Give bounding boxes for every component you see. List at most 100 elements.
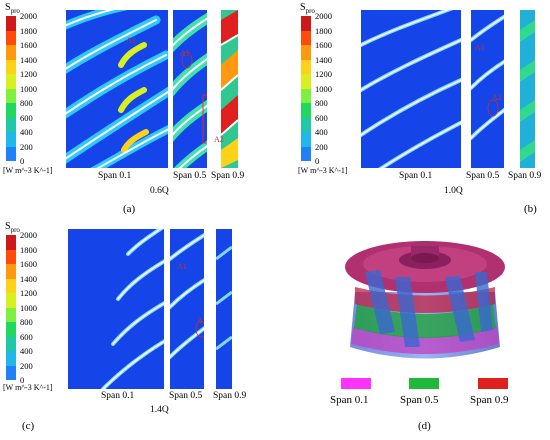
legend-swatch-0.1 — [341, 378, 371, 389]
colorbar-tick-label: 1000 — [315, 83, 332, 94]
colorbar-segment — [301, 103, 311, 118]
span-label-0.1: Span 0.1 — [399, 171, 433, 181]
colorbar-tick-label: 1600 — [20, 40, 37, 50]
colorbar-tick-label: 400 — [20, 127, 33, 137]
colorbar-tick-label: 200 — [20, 360, 33, 371]
colorbar-segment — [6, 30, 16, 45]
colorbar-tick-label: 1200 — [315, 69, 332, 79]
colorbar-segment — [301, 59, 311, 74]
colorbar-segment — [301, 132, 311, 147]
contour-span-0.1 — [68, 229, 164, 389]
colorbar-segment — [6, 45, 16, 60]
colorbar-segment — [6, 88, 16, 103]
colorbar-tick-label: 600 — [20, 112, 33, 123]
flow-rate: 0.6Q — [150, 186, 169, 196]
colorbar-segment — [6, 322, 16, 337]
colorbar — [6, 16, 16, 161]
colorbar-tick-label: 1800 — [315, 25, 332, 36]
colorbar-tick-label: 0 — [315, 156, 320, 166]
colorbar-tick-label: 0 — [20, 375, 25, 385]
colorbar-title: Spro — [300, 2, 315, 15]
contour-span-0.9 — [216, 229, 232, 389]
marker-a2: A2 — [492, 93, 502, 102]
colorbar-tick-label: 1800 — [20, 244, 37, 255]
marker-a1: A1 — [177, 262, 187, 271]
colorbar-segment — [301, 45, 311, 60]
colorbar-unit: [W m^-3 K^-1] — [298, 166, 348, 175]
marker-a1: A1 — [475, 43, 485, 52]
panel-letter: (d) — [418, 420, 431, 432]
contour-span-0.9 — [520, 10, 535, 168]
colorbar-segment — [6, 74, 16, 89]
colorbar-segment — [6, 351, 16, 366]
legend-swatch-0.9 — [478, 378, 508, 389]
colorbar-tick-label: 1200 — [20, 288, 37, 298]
impeller-3d-model — [325, 232, 525, 367]
colorbar-segment — [6, 146, 16, 161]
contour-span-0.1: A1 — [66, 10, 168, 168]
span-label-0.5: Span 0.5 — [466, 171, 500, 181]
span-label-0.5: Span 0.5 — [169, 391, 203, 401]
colorbar-tick-label: 600 — [315, 112, 328, 123]
colorbar-tick-label: 1400 — [315, 54, 332, 65]
colorbar-segment — [6, 293, 16, 308]
legend-swatch-0.5 — [409, 378, 439, 389]
panel-letter: (b) — [524, 203, 537, 215]
colorbar-segment — [6, 103, 16, 118]
span-label-0.1: Span 0.1 — [98, 171, 132, 181]
colorbar-tick-label: 400 — [20, 346, 33, 356]
colorbar-tick-label: 1600 — [20, 259, 37, 269]
legend-label-0.9: Span 0.9 — [470, 394, 509, 406]
colorbar-tick-label: 800 — [20, 98, 33, 108]
colorbar-tick-label: 1000 — [20, 83, 37, 94]
flow-rate: 1.0Q — [444, 186, 463, 196]
contour-span-0.9 — [221, 10, 238, 168]
colorbar-segment — [6, 249, 16, 264]
colorbar-segment — [6, 132, 16, 147]
colorbar-tick-label: 800 — [20, 317, 33, 327]
colorbar-segment — [6, 235, 16, 250]
colorbar-segment — [301, 30, 311, 45]
colorbar-tick-label: 1400 — [20, 54, 37, 65]
legend-label-0.5: Span 0.5 — [400, 394, 439, 406]
colorbar-segment — [6, 307, 16, 322]
colorbar-segment — [6, 365, 16, 380]
colorbar-segment — [301, 117, 311, 132]
colorbar-segment — [301, 146, 311, 161]
marker-a1: A1 — [126, 36, 136, 45]
span-label-0.9: Span 0.9 — [508, 171, 542, 181]
colorbar-segment — [6, 336, 16, 351]
colorbar-segment — [6, 264, 16, 279]
colorbar-tick-label: 2000 — [315, 11, 332, 21]
span-label-0.9: Span 0.9 — [211, 171, 245, 181]
colorbar-unit: [W m^-3 K^-1] — [3, 383, 53, 392]
colorbar-tick-label: 200 — [20, 141, 33, 152]
colorbar-segment — [301, 16, 311, 31]
span-label-0.1: Span 0.1 — [101, 391, 135, 401]
contour-span-0.1 — [361, 10, 461, 168]
marker-a2: A2 — [214, 135, 224, 144]
colorbar-segment — [6, 278, 16, 293]
colorbar-segment — [6, 16, 16, 31]
contour-span-0.5: A1 — [173, 10, 207, 168]
colorbar-tick-label: 1200 — [20, 69, 37, 79]
colorbar-segment — [301, 88, 311, 103]
colorbar-tick-label: 2000 — [20, 230, 37, 240]
colorbar-title: Spro — [5, 2, 20, 15]
colorbar-tick-label: 0 — [20, 156, 25, 166]
contour-span-0.5: A1 A2 — [471, 10, 504, 168]
colorbar-tick-label: 800 — [315, 98, 328, 108]
colorbar-segment — [301, 74, 311, 89]
colorbar-tick-label: 1400 — [20, 273, 37, 284]
marker-a1-span05: A1 — [180, 49, 190, 58]
colorbar-unit: [W m^-3 K^-1] — [3, 166, 53, 175]
colorbar-title: Spro — [5, 221, 20, 234]
colorbar-tick-label: 400 — [315, 127, 328, 137]
colorbar-segment — [6, 117, 16, 132]
span-label-0.5: Span 0.5 — [173, 171, 207, 181]
colorbar-tick-label: 2000 — [20, 11, 37, 21]
colorbar-tick-label: 1800 — [20, 25, 37, 36]
marker-a2: A2 — [197, 316, 204, 325]
flow-rate: 1.4Q — [150, 405, 169, 415]
colorbar-segment — [6, 59, 16, 74]
